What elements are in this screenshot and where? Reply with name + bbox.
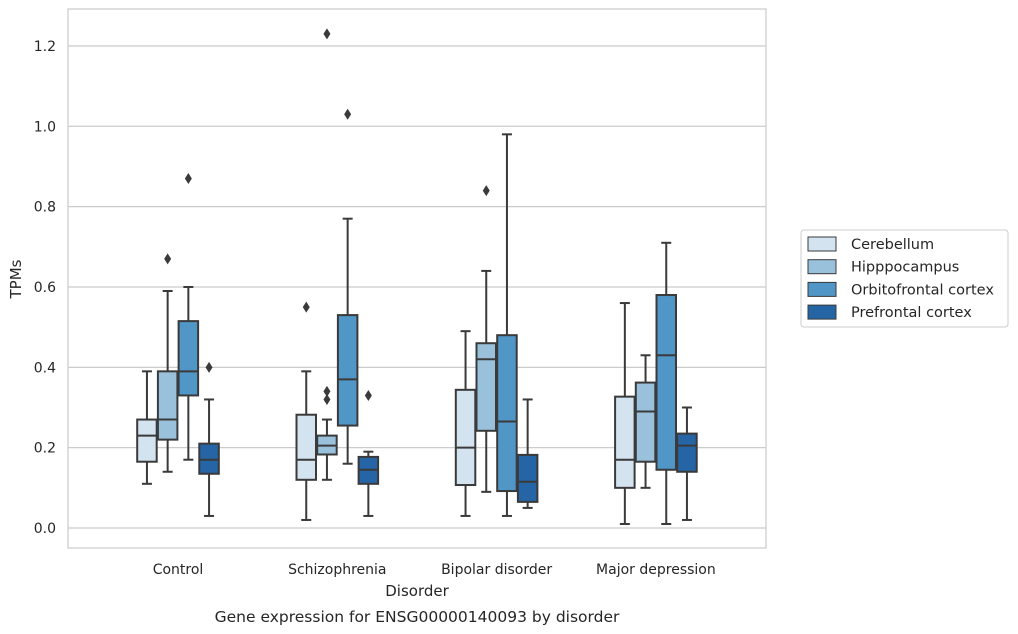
box-iqr (136, 418, 158, 463)
box-hipppocampus (316, 28, 338, 481)
box-iqr (516, 453, 539, 503)
box-prefrontal-cortex (198, 361, 220, 517)
box-orbitofrontal-cortex (336, 108, 359, 465)
outlier-point (302, 301, 310, 313)
outlier-point (482, 185, 490, 197)
x-tick-label: Control (153, 562, 204, 578)
box-hipppocampus (156, 253, 179, 473)
legend-label: Orbitofrontal cortex (851, 282, 994, 298)
box-orbitofrontal-cortex (496, 133, 518, 517)
outlier-point (323, 385, 331, 397)
plot-area-frame (67, 8, 767, 549)
x-axis-title: Disorder (385, 582, 449, 600)
box-iqr (454, 388, 477, 487)
box-iqr (614, 395, 636, 489)
legend: Cerebellum Hipppocampus Orbitofrontal cort… (800, 229, 1009, 328)
box-iqr (295, 413, 317, 481)
box-groups (136, 28, 698, 525)
y-tick-label: 0.4 (34, 360, 56, 376)
box-cerebellum (614, 302, 636, 525)
legend-frame (800, 229, 1009, 328)
box-prefrontal-cortex (357, 389, 380, 517)
box-iqr (655, 294, 677, 471)
y-tick-label: 1.0 (34, 119, 56, 135)
outlier-point (205, 361, 213, 373)
y-tick-label: 0.6 (34, 280, 56, 296)
box-orbitofrontal-cortex (177, 173, 200, 461)
box-cerebellum (454, 330, 477, 517)
box-prefrontal-cortex (676, 406, 698, 521)
x-axis-ticks: Control Schizophrenia Bipolar disorder Majo… (153, 562, 716, 578)
outlier-point (184, 173, 192, 185)
box-hipppocampus (634, 354, 657, 489)
y-tick-label: 0.2 (34, 441, 56, 457)
legend-swatch (807, 259, 837, 275)
box-iqr (336, 314, 359, 427)
figure-caption: Gene expression for ENSG00000140093 by d… (215, 608, 620, 626)
box-prefrontal-cortex (516, 398, 539, 509)
box-iqr (676, 432, 698, 473)
x-tick-label: Major depression (596, 562, 716, 578)
legend-swatch (807, 281, 837, 297)
legend-swatch (807, 236, 837, 252)
y-axis-title: TPMs (7, 259, 25, 299)
outlier-point (323, 28, 331, 40)
legend-label: Prefrontal cortex (851, 305, 972, 321)
x-tick-label: Schizophrenia (288, 562, 386, 578)
box-orbitofrontal-cortex (655, 241, 677, 525)
box-iqr (198, 442, 220, 475)
outlier-point (344, 108, 352, 120)
outlier-point (364, 389, 372, 401)
box-cerebellum (136, 370, 158, 485)
y-tick-label: 0.0 (34, 521, 56, 537)
box-cerebellum (295, 301, 317, 521)
y-axis-ticks: 0.0 0.2 0.4 0.6 0.8 1.0 1.2 (34, 39, 56, 537)
box-iqr (156, 370, 179, 441)
legend-swatch (807, 304, 837, 320)
box-iqr (634, 381, 657, 463)
y-tick-label: 1.2 (34, 39, 56, 55)
outlier-point (323, 393, 331, 405)
box-iqr (475, 342, 497, 432)
legend-label: Cerebellum (851, 237, 934, 253)
legend-label: Hipppocampus (851, 260, 959, 276)
x-tick-label: Bipolar disorder (441, 562, 552, 578)
box-iqr (496, 334, 518, 493)
outlier-point (164, 253, 172, 265)
y-tick-label: 0.8 (34, 200, 56, 216)
box-hipppocampus (475, 185, 497, 493)
box-iqr (177, 320, 200, 397)
